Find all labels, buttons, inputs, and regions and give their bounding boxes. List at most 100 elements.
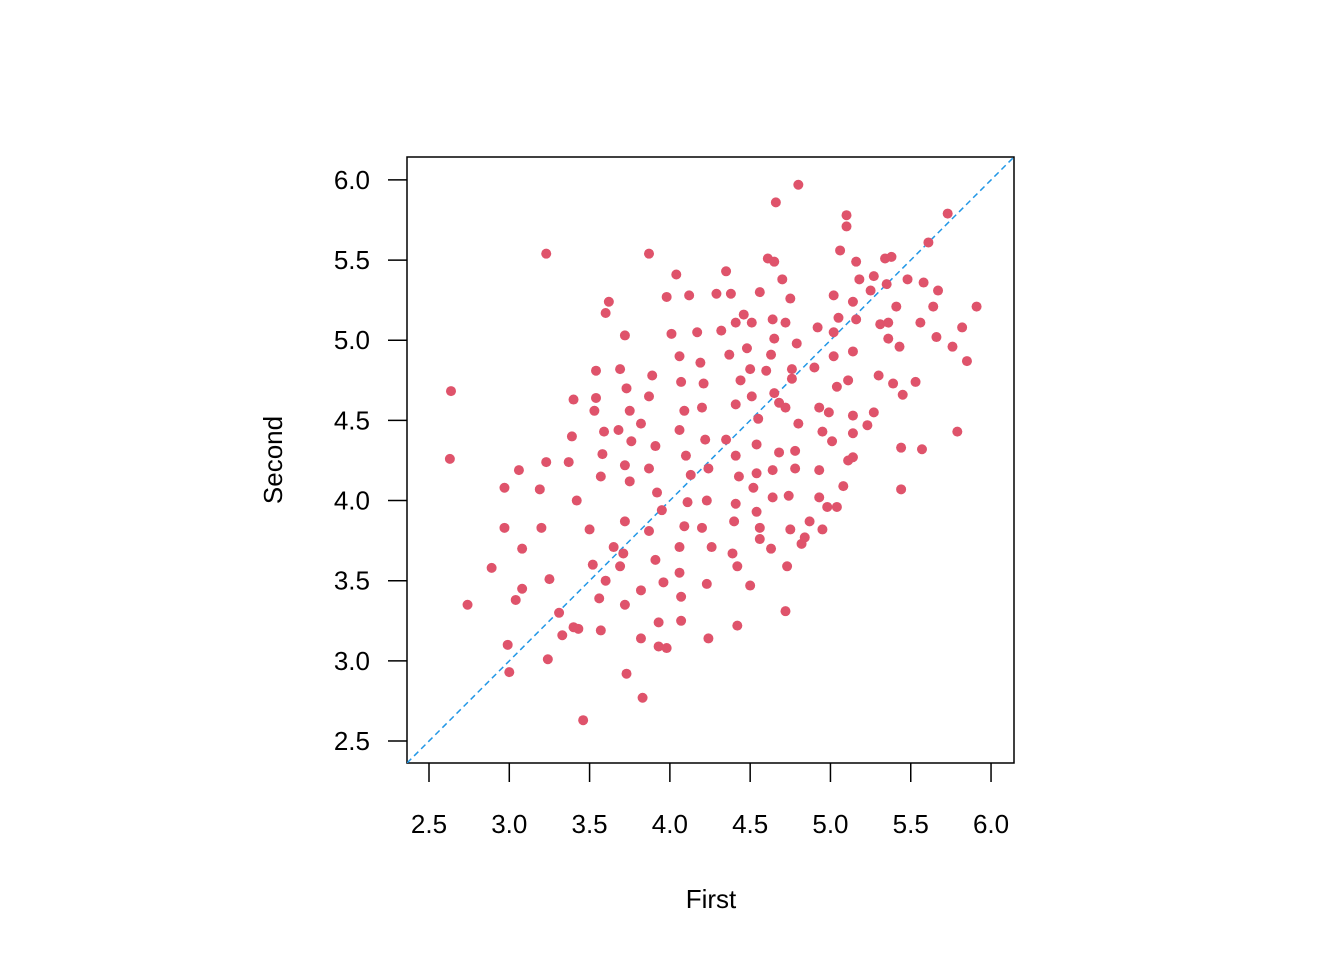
point bbox=[557, 630, 568, 641]
point bbox=[608, 542, 619, 553]
point bbox=[918, 277, 929, 288]
point bbox=[618, 548, 629, 559]
point bbox=[780, 606, 791, 617]
point bbox=[828, 327, 839, 338]
y-tick-label: 3.0 bbox=[334, 646, 370, 676]
point bbox=[650, 441, 661, 452]
point bbox=[619, 330, 630, 341]
point bbox=[666, 328, 677, 339]
point bbox=[814, 402, 825, 413]
point bbox=[650, 554, 661, 565]
point bbox=[613, 425, 624, 436]
point bbox=[597, 449, 608, 460]
point bbox=[942, 208, 953, 219]
point bbox=[685, 469, 696, 480]
point bbox=[817, 524, 828, 535]
point bbox=[711, 288, 722, 299]
point bbox=[499, 522, 510, 533]
point bbox=[847, 410, 858, 421]
point bbox=[780, 317, 791, 328]
point bbox=[896, 442, 907, 453]
point bbox=[504, 667, 515, 678]
point bbox=[732, 620, 743, 631]
point bbox=[541, 248, 552, 259]
point bbox=[891, 301, 902, 312]
point bbox=[809, 362, 820, 373]
point bbox=[674, 425, 685, 436]
point bbox=[536, 522, 547, 533]
point bbox=[751, 506, 762, 517]
point bbox=[754, 522, 765, 533]
point bbox=[804, 516, 815, 527]
point bbox=[751, 468, 762, 479]
point bbox=[923, 237, 934, 248]
point bbox=[767, 492, 778, 503]
point bbox=[679, 521, 690, 532]
point bbox=[595, 625, 606, 636]
y-axis-label: Second bbox=[258, 416, 288, 504]
point bbox=[783, 490, 794, 501]
point bbox=[510, 594, 521, 605]
point bbox=[769, 256, 780, 267]
point bbox=[730, 498, 741, 509]
point bbox=[674, 567, 685, 578]
point bbox=[444, 453, 455, 464]
point bbox=[835, 245, 846, 256]
point bbox=[814, 465, 825, 476]
point bbox=[462, 599, 473, 610]
point bbox=[624, 405, 635, 416]
x-tick-label: 5.5 bbox=[893, 809, 929, 839]
point bbox=[637, 692, 648, 703]
point bbox=[652, 487, 663, 498]
point bbox=[894, 341, 905, 352]
point bbox=[881, 279, 892, 290]
point bbox=[841, 210, 852, 221]
point bbox=[851, 256, 862, 267]
point bbox=[774, 447, 785, 458]
point bbox=[766, 349, 777, 360]
point bbox=[833, 312, 844, 323]
point bbox=[928, 301, 939, 312]
point bbox=[841, 221, 852, 232]
point bbox=[513, 465, 524, 476]
point bbox=[544, 574, 555, 585]
plot-frame bbox=[406, 156, 1015, 764]
point bbox=[753, 413, 764, 424]
point bbox=[823, 407, 834, 418]
point bbox=[696, 522, 707, 533]
point bbox=[952, 426, 963, 437]
point bbox=[915, 317, 926, 328]
point bbox=[868, 271, 879, 282]
point bbox=[643, 526, 654, 537]
point bbox=[790, 463, 801, 474]
point bbox=[643, 463, 654, 474]
point bbox=[814, 492, 825, 503]
point bbox=[626, 436, 637, 447]
point bbox=[828, 351, 839, 362]
point bbox=[661, 643, 672, 654]
point bbox=[703, 633, 714, 644]
point bbox=[727, 548, 738, 559]
y-tick-label: 6.0 bbox=[334, 165, 370, 195]
point bbox=[721, 434, 732, 445]
point bbox=[817, 426, 828, 437]
point bbox=[615, 561, 626, 572]
point bbox=[674, 542, 685, 553]
point bbox=[770, 197, 781, 208]
point bbox=[534, 484, 545, 495]
point bbox=[730, 450, 741, 461]
point bbox=[591, 365, 602, 376]
point bbox=[671, 269, 682, 280]
point bbox=[661, 291, 672, 302]
point bbox=[738, 309, 749, 320]
y-tick-label: 5.5 bbox=[334, 245, 370, 275]
point bbox=[701, 495, 712, 506]
point bbox=[584, 524, 595, 535]
point bbox=[619, 516, 630, 527]
point bbox=[957, 322, 968, 333]
point bbox=[619, 460, 630, 471]
point bbox=[847, 428, 858, 439]
point bbox=[748, 482, 759, 493]
point bbox=[621, 383, 632, 394]
point bbox=[933, 285, 944, 296]
